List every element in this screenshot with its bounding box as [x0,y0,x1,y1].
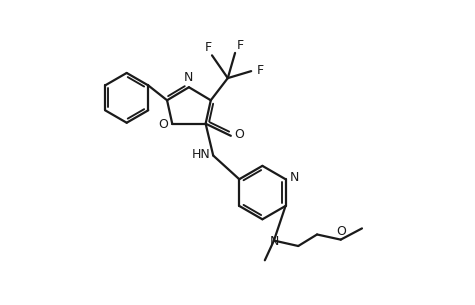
Text: N: N [290,171,299,184]
Text: F: F [205,41,212,54]
Text: N: N [270,235,279,248]
Text: F: F [237,39,244,52]
Text: HN: HN [192,149,210,161]
Text: F: F [256,64,264,77]
Text: O: O [234,128,244,141]
Text: O: O [336,225,346,238]
Text: N: N [184,71,194,84]
Text: O: O [158,118,168,131]
